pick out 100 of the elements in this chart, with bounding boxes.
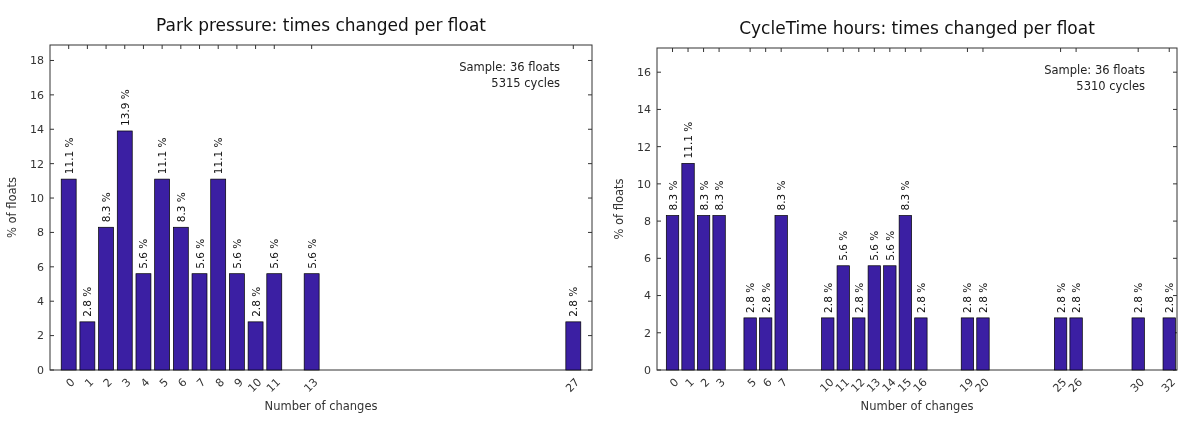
data-label: 8.3 % — [100, 192, 113, 223]
bar — [303, 273, 320, 371]
y-tick-label: 18 — [30, 54, 44, 68]
data-label: 5.6 % — [268, 238, 281, 269]
data-label: 13.9 % — [118, 89, 131, 126]
x-tick-label: 6 — [175, 375, 190, 390]
data-label: 5.6 % — [837, 230, 850, 261]
data-label: 2.8 % — [821, 282, 834, 313]
x-tick-label: 2 — [100, 375, 115, 390]
bar — [697, 215, 711, 371]
y-tick-label: 0 — [37, 363, 44, 377]
data-label: 8.3 % — [775, 180, 788, 211]
x-tick-label: 12 — [848, 375, 868, 395]
bar — [914, 317, 928, 371]
bar — [98, 226, 114, 371]
y-tick-label: 6 — [37, 260, 44, 274]
x-tick-label: 30 — [1127, 375, 1148, 395]
bar — [1054, 317, 1068, 371]
data-label: 2.8 % — [759, 282, 772, 313]
chart-title: CycleTime hours: times changed per float — [739, 18, 1096, 38]
annotation: Sample: 36 floats — [459, 60, 561, 74]
data-label: 2.8 % — [961, 282, 974, 313]
chart-title: Park pressure: times changed per float — [156, 15, 487, 35]
data-label: 11.1 % — [682, 121, 695, 159]
data-label: 2.8 % — [1054, 282, 1067, 313]
x-tick-label: 8 — [212, 375, 228, 390]
data-label: 2.8 % — [81, 286, 94, 317]
y-tick-label: 2 — [37, 329, 44, 343]
y-tick-label: 6 — [644, 252, 651, 266]
y-tick-label: 0 — [644, 363, 651, 377]
bar — [712, 215, 726, 371]
y-axis-title: % of floats — [5, 176, 19, 239]
y-tick-label: 14 — [30, 123, 44, 137]
bar — [565, 321, 582, 371]
bar — [1069, 317, 1083, 371]
data-label: 8.3 % — [713, 180, 726, 211]
x-tick-label: 1 — [82, 375, 97, 390]
data-label: 5.6 % — [868, 230, 881, 261]
data-label: 2.8 % — [1163, 282, 1176, 313]
bar — [976, 317, 990, 371]
y-tick-label: 10 — [637, 177, 651, 191]
x-tick-label: 16 — [910, 375, 930, 395]
bar — [743, 317, 757, 371]
data-label: 11.1 % — [156, 137, 169, 175]
data-label: 2.8 % — [249, 286, 262, 317]
x-tick-label: 26 — [1065, 375, 1085, 395]
y-tick-label: 16 — [637, 66, 651, 80]
data-label: 8.3 % — [697, 180, 710, 211]
bar — [210, 178, 227, 371]
y-tick-label: 4 — [644, 289, 651, 303]
x-tick-label: 1 — [682, 375, 697, 390]
y-tick-label: 4 — [37, 295, 44, 309]
y-tick-label: 16 — [30, 88, 44, 102]
data-label: 2.8 % — [1132, 282, 1145, 313]
bar — [173, 226, 189, 371]
y-tick-label: 12 — [30, 157, 44, 171]
data-label: 8.3 % — [666, 180, 679, 211]
x-tick-label: 0 — [667, 375, 682, 390]
data-label: 2.8 % — [744, 282, 757, 313]
y-tick-label: 10 — [30, 191, 44, 205]
bar — [960, 317, 975, 371]
bar — [154, 178, 170, 371]
x-tick-label: 10 — [245, 375, 265, 395]
data-label: 5.6 % — [137, 238, 150, 269]
data-label: 2.8 % — [1070, 282, 1083, 313]
x-tick-label: 3 — [713, 375, 728, 390]
bar — [1131, 317, 1145, 371]
x-tick-label: 5 — [744, 375, 759, 390]
data-label: 5.6 % — [193, 238, 206, 269]
bar — [247, 321, 264, 371]
data-label: 8.3 % — [174, 192, 187, 223]
bar — [135, 273, 152, 371]
y-tick-label: 12 — [637, 140, 651, 154]
x-tick-label: 32 — [1158, 375, 1179, 395]
x-tick-label: 6 — [760, 375, 775, 390]
data-label: 2.8 % — [976, 282, 989, 313]
bar — [116, 130, 133, 371]
x-tick-label: 2 — [698, 375, 713, 390]
data-label: 11.1 % — [212, 137, 225, 175]
x-tick-label: 7 — [775, 375, 791, 390]
x-tick-label: 9 — [231, 375, 246, 390]
x-tick-label: 13 — [301, 375, 321, 395]
x-tick-label: 4 — [138, 375, 153, 390]
x-tick-label: 11 — [264, 375, 284, 395]
x-tick-label: 7 — [194, 375, 209, 390]
bar — [665, 215, 680, 371]
bar — [229, 273, 245, 371]
x-tick-label: 3 — [119, 375, 134, 390]
bar — [266, 273, 283, 371]
data-label: 5.6 % — [230, 238, 243, 269]
y-tick-label: 14 — [637, 103, 651, 117]
data-label: 5.6 % — [305, 238, 318, 269]
data-label: 2.8 % — [914, 282, 927, 313]
x-tick-label: 14 — [879, 375, 899, 395]
y-tick-label: 8 — [644, 214, 651, 228]
y-tick-label: 2 — [644, 326, 651, 340]
bar — [681, 163, 695, 371]
data-label: 11.1 % — [62, 137, 75, 175]
annotation: 5315 cycles — [491, 76, 560, 90]
data-label: 8.3 % — [899, 180, 912, 211]
